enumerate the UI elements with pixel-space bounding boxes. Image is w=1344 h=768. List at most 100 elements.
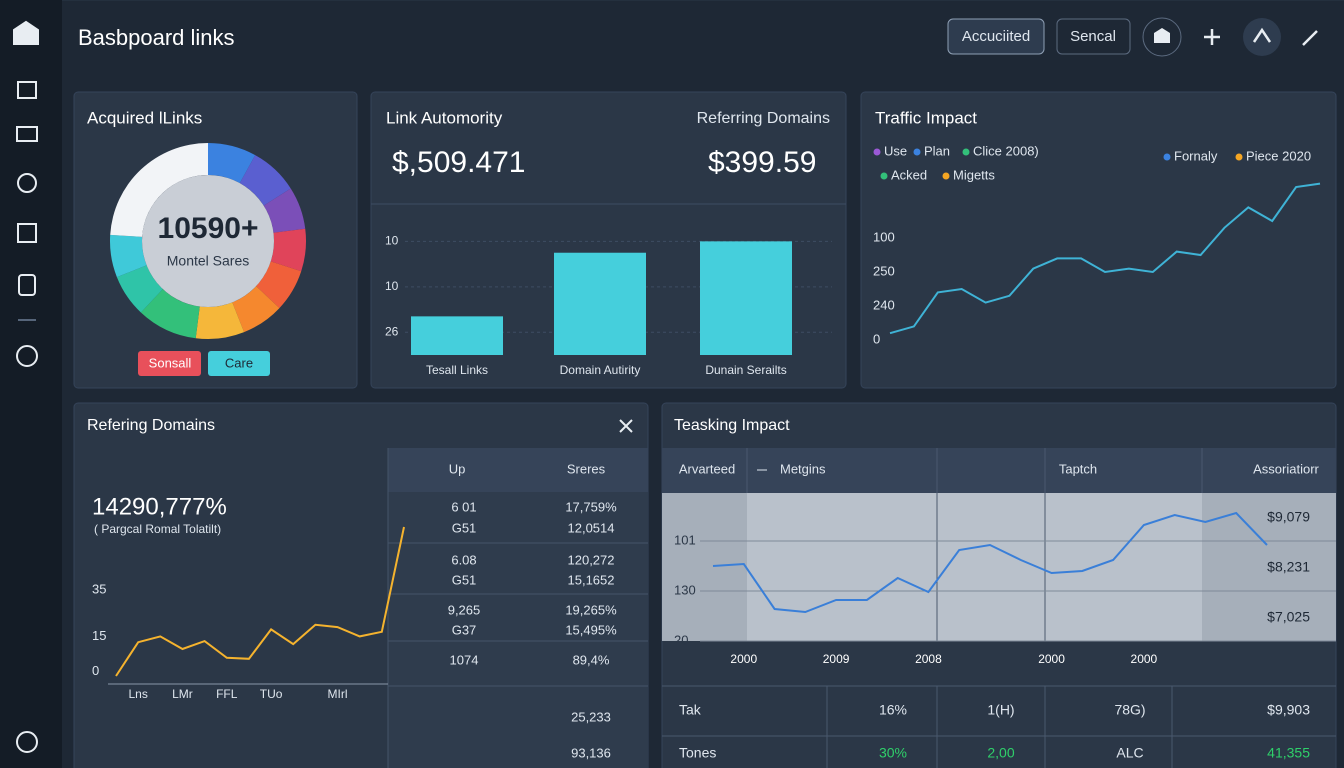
button[interactable] bbox=[208, 351, 270, 376]
legend-swatch bbox=[1235, 153, 1243, 161]
nav-icon[interactable] bbox=[16, 126, 38, 142]
table-cell: 30% bbox=[879, 745, 907, 761]
x-tick-label: MIrl bbox=[328, 687, 348, 701]
panel-title: Teasking Impact bbox=[674, 417, 790, 434]
donut-segment bbox=[232, 286, 280, 333]
bar bbox=[554, 252, 646, 355]
panel-title: Traffic Impact bbox=[875, 108, 977, 127]
table-cell: 1074 bbox=[450, 652, 479, 667]
nav-icon[interactable] bbox=[17, 223, 37, 243]
donut-segment bbox=[195, 302, 245, 340]
value-label: $7,025 bbox=[1267, 609, 1310, 625]
table-cell: Tak bbox=[679, 702, 702, 718]
legend-label: Plan bbox=[924, 143, 950, 158]
table-lines bbox=[387, 448, 648, 768]
bar bbox=[700, 241, 792, 355]
column-header: Arvarteed bbox=[679, 461, 735, 476]
table-cell: 16% bbox=[879, 702, 907, 718]
table-cell: 41,355 bbox=[1267, 745, 1310, 761]
value-label: $9,079 bbox=[1267, 509, 1310, 525]
donut-segment bbox=[239, 155, 291, 206]
legend-label: Piece 2020 bbox=[1246, 148, 1311, 163]
column-header: Assoriatiorr bbox=[1253, 461, 1319, 476]
total-value: 10590+ bbox=[158, 212, 259, 245]
table-cell: 19,265% bbox=[565, 602, 617, 617]
x-tick-label: 2009 bbox=[823, 652, 850, 666]
y-tick-label: 20 bbox=[674, 632, 688, 647]
button[interactable] bbox=[1056, 18, 1131, 55]
legend-label: Acked bbox=[891, 167, 927, 182]
metric-value: $,509.471 bbox=[392, 146, 525, 179]
y-tick-label: 26 bbox=[385, 324, 399, 338]
table-cell: 15,495% bbox=[565, 622, 617, 637]
button-label: Sonsall bbox=[149, 355, 192, 370]
add-icon[interactable] bbox=[1204, 29, 1220, 45]
panel bbox=[860, 91, 1337, 389]
x-tick-label: 2000 bbox=[1131, 652, 1158, 666]
legend-label: Use bbox=[884, 143, 907, 158]
donut-segment bbox=[110, 142, 208, 237]
panel-title: Link Automority bbox=[386, 108, 503, 127]
table-cell: 6.08 bbox=[451, 552, 476, 567]
table-cell: 120,272 bbox=[568, 552, 615, 567]
donut-segment bbox=[109, 234, 147, 278]
table-cell: 78G) bbox=[1114, 702, 1145, 718]
nav-icon[interactable] bbox=[17, 81, 37, 99]
logo[interactable] bbox=[13, 20, 39, 45]
table-cell: ALC bbox=[1116, 745, 1143, 761]
x-tick-label: TUo bbox=[260, 687, 283, 701]
table-cell: G51 bbox=[452, 520, 477, 535]
metric-value: $399.59 bbox=[708, 146, 816, 179]
table-cell: $9,903 bbox=[1267, 702, 1310, 718]
panel-title: Refering Domains bbox=[87, 417, 215, 434]
icon-button[interactable] bbox=[1243, 18, 1281, 56]
x-tick-label: 2000 bbox=[1038, 652, 1065, 666]
x-tick-label: Tesall Links bbox=[426, 363, 488, 377]
donut-center bbox=[142, 175, 274, 307]
bar bbox=[411, 316, 503, 355]
header-actions bbox=[947, 17, 1318, 57]
edit-icon[interactable] bbox=[1302, 30, 1318, 46]
legend-swatch bbox=[913, 148, 921, 156]
column-header: Metgins bbox=[780, 461, 826, 476]
button[interactable] bbox=[138, 351, 201, 376]
nav-icon[interactable] bbox=[16, 731, 38, 753]
y-tick-label: 250 bbox=[873, 263, 895, 278]
donut-segment bbox=[256, 261, 302, 309]
y-tick-label: 10 bbox=[385, 279, 399, 293]
table-lines bbox=[662, 448, 1336, 768]
table-cell: 2,00 bbox=[987, 745, 1014, 761]
metric-value: 14290,777% bbox=[92, 493, 227, 520]
icon bbox=[1154, 28, 1170, 43]
button-label: Accuciited bbox=[962, 28, 1030, 45]
column-header: Sreres bbox=[567, 461, 606, 476]
button[interactable] bbox=[947, 18, 1045, 55]
x-tick-label: LMr bbox=[172, 687, 193, 701]
nav-icon[interactable] bbox=[18, 274, 36, 296]
donut-segment bbox=[208, 143, 256, 184]
button-label: Sencal bbox=[1070, 28, 1116, 45]
legend-swatch bbox=[880, 172, 888, 180]
legend-swatch bbox=[942, 172, 950, 180]
metric-subtitle: ( Pargcal Romal Tolatilt) bbox=[94, 522, 221, 536]
donut-segment bbox=[270, 228, 307, 272]
legend-swatch bbox=[962, 148, 970, 156]
nav-icon[interactable] bbox=[17, 173, 37, 193]
table-cell: 9,265 bbox=[448, 602, 481, 617]
donut-segment bbox=[116, 265, 163, 313]
line bbox=[115, 526, 405, 677]
y-tick-label: 101 bbox=[674, 532, 696, 547]
y-tick-label: 240 bbox=[873, 297, 895, 312]
x-tick-label: 2008 bbox=[915, 652, 942, 666]
column-header: Taptch bbox=[1059, 461, 1097, 476]
x-tick-label: FFL bbox=[216, 687, 238, 701]
legend-label: Migetts bbox=[953, 167, 995, 182]
legend-swatch bbox=[873, 148, 881, 156]
close-icon[interactable] bbox=[619, 419, 633, 433]
y-tick-label: 0 bbox=[92, 663, 99, 678]
panel-subtitle: Referring Domains bbox=[697, 110, 830, 127]
table-cell: 93,136 bbox=[571, 745, 611, 760]
y-tick-label: 10 bbox=[385, 234, 399, 248]
nav-icon[interactable] bbox=[16, 345, 38, 367]
